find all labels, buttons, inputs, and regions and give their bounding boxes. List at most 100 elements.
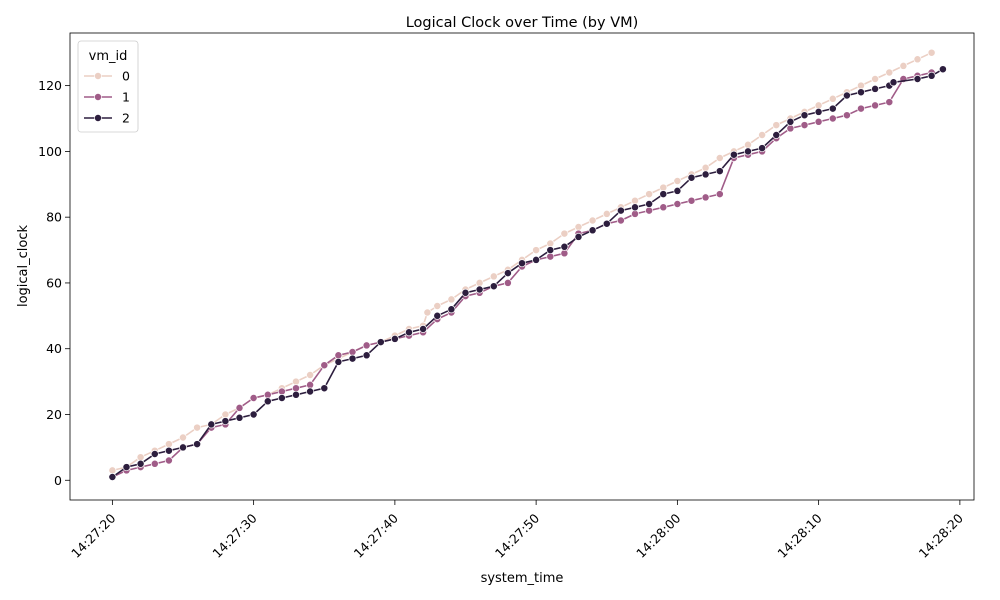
- data-point: [419, 325, 428, 333]
- data-point: [423, 308, 432, 317]
- x-tick-label: 14:28:10: [774, 510, 824, 560]
- data-point: [489, 282, 498, 291]
- data-point: [546, 239, 555, 248]
- x-tick-label: 14:28:20: [916, 510, 966, 560]
- y-axis: 0 20 40 60 80 100 120: [38, 78, 70, 488]
- data-point: [744, 147, 752, 156]
- x-tick-label: 14:27:20: [68, 510, 118, 560]
- y-tick-label: 80: [46, 210, 62, 225]
- data-point: [701, 163, 710, 172]
- data-point: [871, 101, 880, 110]
- data-point: [715, 154, 724, 162]
- data-point: [659, 203, 668, 212]
- data-point: [631, 196, 639, 205]
- data-point: [235, 403, 244, 412]
- data-point: [164, 446, 173, 455]
- data-point: [306, 380, 315, 389]
- data-point: [701, 170, 710, 179]
- data-point: [574, 223, 583, 231]
- data-point: [292, 377, 300, 386]
- data-point: [602, 219, 611, 228]
- data-point: [475, 278, 484, 287]
- legend-marker: [94, 114, 102, 122]
- x-tick-label: 14:27:40: [351, 510, 401, 560]
- data-point: [857, 88, 865, 97]
- legend-box: [77, 40, 139, 133]
- data-point: [616, 216, 625, 225]
- data-point: [405, 328, 413, 337]
- data-point: [503, 278, 512, 287]
- data-point: [292, 384, 300, 393]
- data-point: [320, 384, 329, 393]
- data-point: [885, 98, 894, 107]
- data-point: [249, 410, 258, 419]
- data-point: [842, 111, 851, 120]
- data-point: [673, 200, 682, 208]
- x-axis: 14:27:20 14:27:30 14:27:40 14:27:50 14:28:00…: [68, 500, 966, 561]
- data-point: [277, 394, 286, 402]
- data-point: [108, 466, 117, 475]
- data-point: [659, 183, 668, 192]
- data-point: [871, 84, 880, 93]
- data-point: [828, 94, 837, 103]
- data-point: [150, 459, 159, 468]
- data-point: [122, 463, 131, 472]
- series-line: [112, 71, 932, 478]
- data-point: [263, 397, 272, 406]
- data-point: [828, 114, 837, 123]
- data-point: [645, 190, 654, 199]
- series-2: [108, 65, 947, 481]
- data-point: [800, 111, 809, 120]
- data-point: [348, 348, 357, 356]
- data-point: [193, 423, 202, 432]
- data-point: [221, 410, 230, 419]
- data-point: [616, 206, 625, 215]
- data-point: [546, 246, 555, 255]
- x-tick-label: 14:27:50: [492, 510, 542, 560]
- data-point: [927, 71, 936, 80]
- data-point: [913, 55, 922, 64]
- legend-label: 2: [122, 111, 130, 126]
- data-point: [857, 104, 865, 113]
- data-point: [164, 456, 173, 465]
- x-tick-label: 14:27:30: [209, 510, 259, 560]
- data-point: [334, 351, 343, 360]
- data-point: [758, 131, 767, 139]
- data-point: [659, 190, 668, 199]
- data-point: [390, 334, 399, 343]
- axes-frame: [69, 32, 975, 501]
- y-tick-label: 40: [46, 341, 62, 356]
- data-point: [899, 61, 908, 70]
- data-point: [857, 81, 865, 90]
- y-tick-label: 0: [54, 473, 62, 488]
- data-point: [715, 190, 724, 199]
- data-point: [701, 193, 710, 202]
- data-point: [828, 104, 837, 113]
- data-point: [602, 209, 611, 218]
- data-point: [136, 453, 145, 462]
- data-point: [447, 305, 456, 314]
- data-point: [560, 229, 569, 238]
- x-axis-label: system_time: [481, 571, 564, 586]
- data-point: [631, 209, 639, 218]
- data-point: [433, 302, 442, 310]
- y-tick-label: 20: [46, 407, 62, 422]
- data-point: [518, 259, 526, 268]
- data-point: [889, 78, 898, 87]
- data-point: [461, 288, 470, 297]
- data-point: [729, 150, 738, 159]
- data-point: [871, 75, 880, 83]
- data-point: [532, 255, 541, 264]
- data-point: [842, 91, 851, 100]
- y-tick-label: 120: [38, 78, 62, 93]
- data-point: [306, 371, 315, 379]
- data-point: [546, 252, 555, 261]
- data-point: [758, 144, 767, 153]
- data-point: [560, 249, 569, 258]
- data-point: [631, 203, 639, 212]
- data-point: [179, 443, 187, 452]
- data-point: [814, 101, 823, 110]
- data-point: [277, 387, 286, 396]
- data-point: [786, 124, 795, 133]
